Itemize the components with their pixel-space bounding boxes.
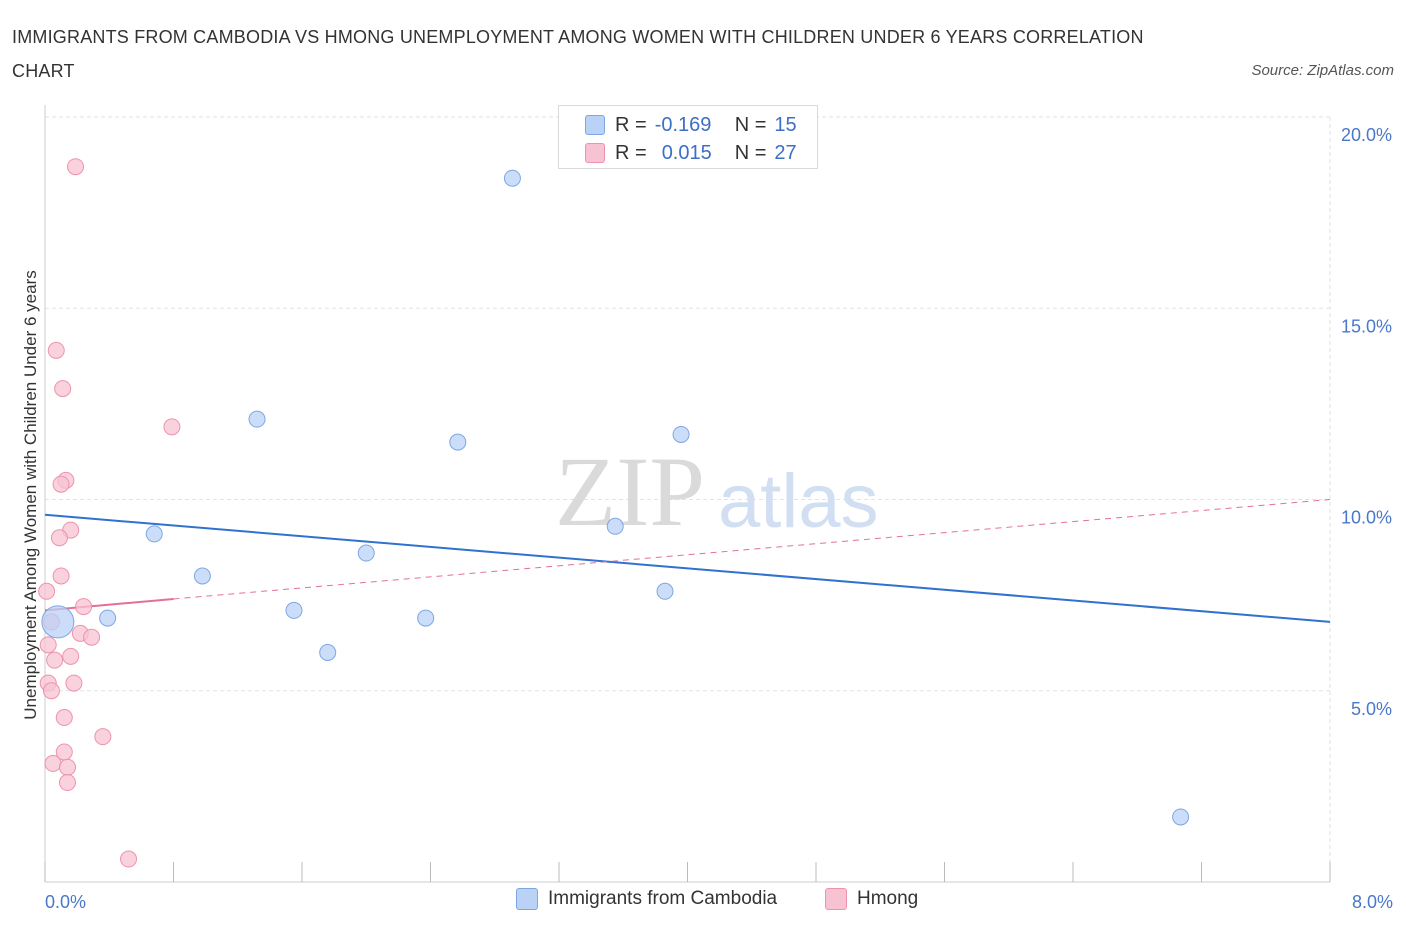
cambodia-point [41,605,75,639]
source-label: Source: ZipAtlas.com [1251,62,1394,79]
hmong-point [47,341,65,359]
cambodia-point [319,644,337,661]
legend-label-cambodia: Immigrants from Cambodia [548,888,778,909]
hmong-point [94,728,112,746]
grid-layer [45,116,1331,882]
cambodia-point [285,601,303,619]
hmong-point [38,582,56,600]
hmong-point [120,850,138,868]
correlation-legend: R = -0.169 N = 15 R = 0.015 N = 27 [558,105,818,169]
legend-item-cambodia[interactable]: Immigrants from Cambodia [516,888,777,910]
cambodia-legend-swatch [516,888,538,910]
hmong-swatch [585,143,605,163]
hmong-point [163,418,181,436]
hmong-point [62,647,80,665]
hmong-point [55,709,73,727]
legend-row-cambodia: R = -0.169 N = 15 [585,111,797,139]
cambodia-point [503,169,521,187]
legend-row-hmong: R = 0.015 N = 27 [585,139,797,167]
hmong-point [39,636,57,654]
hmong-legend-swatch [825,888,847,910]
n-value: 15 [774,113,797,136]
x-tick-label: 8.0% [1352,892,1393,912]
hmong-point [58,774,76,792]
hmong-point [58,758,76,776]
cambodia-point [672,425,690,443]
legend-label-hmong: Hmong [857,888,919,909]
cambodia-point [193,567,211,585]
n-label: N = [734,113,767,136]
cambodia-point [417,609,435,627]
hmong-point [54,380,72,398]
n-label: N = [734,141,767,164]
cambodia-point [656,582,674,600]
hmong-point [52,475,70,493]
cambodia-point [99,609,117,627]
y-tick-label: 20.0% [1341,125,1392,145]
y-tick-label: 15.0% [1341,316,1392,336]
cambodia-swatch [585,115,605,135]
watermark-zip: ZIP [555,436,705,547]
hmong-point [46,651,64,669]
watermark-atlas: atlas [718,459,879,544]
cambodia-point [248,410,266,428]
y-axis-label: Unemployment Among Women with Children U… [21,270,40,719]
x-tick-label: 0.0% [45,892,86,912]
series-legend: Immigrants from Cambodia Hmong [0,888,1406,916]
r-value: -0.169 [654,113,712,136]
hmong-point [52,567,70,585]
hmong-point [50,529,68,547]
hmong-point [42,682,60,700]
chart-title: IMMIGRANTS FROM CAMBODIA VS HMONG UNEMPL… [12,27,1144,81]
cambodia-trend-line [44,513,1331,623]
cambodia-point [1172,808,1190,826]
cambodia-point [357,544,375,562]
r-label: R = [615,141,647,164]
legend-item-hmong[interactable]: Hmong [825,888,918,910]
y-tick-label: 5.0% [1351,699,1392,719]
cambodia-point [449,433,467,451]
hmong-point [44,754,62,772]
y-tick-label: 10.0% [1341,508,1392,528]
hmong-point [67,158,85,176]
hmong-point [83,628,101,646]
point-layer [38,158,1190,868]
tick-layer: 5.0% 10.0% 15.0% 20.0% 0.0% 8.0% [45,125,1393,912]
r-label: R = [615,113,647,136]
cambodia-point [606,517,624,535]
cambodia-point [145,525,163,543]
axis-layer [44,105,1331,883]
r-value: 0.015 [661,141,712,164]
n-value: 27 [774,141,797,164]
hmong-point [75,598,93,616]
hmong-point [65,674,83,692]
